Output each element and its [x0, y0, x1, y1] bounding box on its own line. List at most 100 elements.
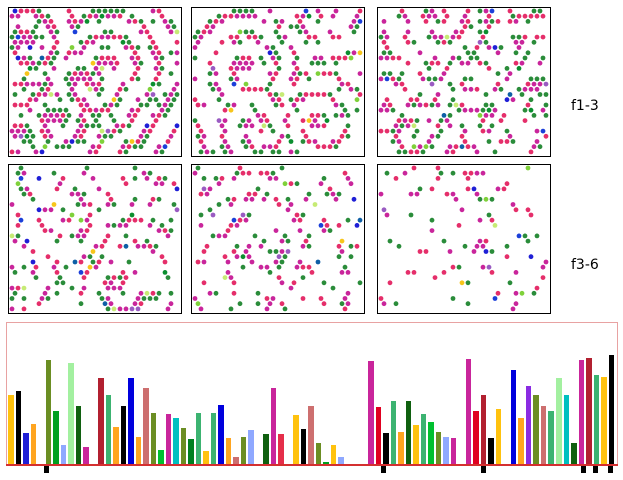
hex-cell: [30, 8, 36, 14]
hex-cell: [81, 118, 87, 123]
hex-cell: [144, 238, 150, 244]
hex-cell: [111, 55, 117, 61]
hex-cell: [81, 139, 87, 144]
hex-cell: [225, 102, 231, 108]
hex-cell: [219, 144, 225, 150]
hex-cell: [396, 139, 402, 144]
hex-cell: [354, 223, 360, 228]
hex-cell: [21, 86, 27, 92]
hex-cell: [255, 290, 261, 296]
hex-cell: [486, 24, 492, 30]
hex-cell: [18, 123, 24, 129]
hex-cell: [540, 13, 546, 19]
hex-cell: [201, 176, 207, 181]
hex-cell: [168, 217, 174, 223]
hex-cell: [27, 107, 33, 113]
hex-cell: [282, 34, 288, 40]
hex-cell: [33, 149, 39, 155]
hex-cell: [111, 13, 117, 19]
hex-cell: [489, 196, 495, 202]
hex-cell: [342, 264, 348, 270]
hex-cell: [231, 280, 237, 286]
hex-cell: [93, 13, 99, 19]
hex-cell: [537, 81, 543, 87]
hex-cell: [336, 243, 342, 249]
hex-cell: [222, 233, 228, 239]
hex-cell: [327, 144, 333, 150]
hex-cell: [36, 207, 42, 213]
hex-cell: [141, 296, 147, 301]
hex-cell: [45, 139, 51, 144]
hex-cell: [501, 113, 507, 118]
hex-cell: [81, 285, 87, 291]
hex-cell: [111, 34, 117, 40]
hex-cell: [522, 233, 528, 239]
hex-cell: [531, 113, 537, 118]
hex-cell: [273, 102, 279, 108]
hex-cell: [72, 259, 78, 265]
hex-cell: [78, 217, 84, 223]
hex-cell: [207, 290, 213, 296]
hex-cell: [231, 71, 237, 76]
histogram-bar: [240, 436, 247, 465]
hex-cell: [342, 55, 348, 61]
hex-cell: [447, 81, 453, 87]
hex-cell: [540, 107, 546, 113]
histogram-bar: [210, 412, 217, 465]
hex-cell: [429, 81, 435, 87]
hex-cell: [282, 254, 288, 260]
hex-cell: [18, 176, 24, 181]
hex-cell: [300, 212, 306, 218]
hex-cell: [66, 113, 72, 118]
hex-cell: [528, 254, 534, 260]
hex-cell: [54, 92, 60, 97]
hex-cell: [201, 133, 207, 139]
hex-cell: [456, 264, 462, 270]
hex-cell: [171, 24, 177, 30]
hex-cell: [93, 86, 99, 92]
hex-cell: [246, 66, 252, 71]
hex-cell: [87, 264, 93, 270]
hex-cell: [66, 71, 72, 76]
hex-cell: [510, 13, 516, 19]
hex-cell: [21, 296, 27, 301]
hex-cell: [75, 66, 81, 71]
hex-cell: [159, 13, 165, 19]
hex-cell: [228, 149, 234, 155]
hex-cell: [534, 34, 540, 40]
hex-cell: [432, 34, 438, 40]
hex-cell: [156, 71, 162, 76]
hex-cell: [9, 45, 15, 50]
hex-cell: [126, 217, 132, 223]
hex-cell: [261, 19, 267, 24]
hex-cell: [279, 301, 285, 307]
hex-cell: [279, 165, 285, 171]
hex-cell: [96, 123, 102, 129]
hex-cell: [78, 228, 84, 233]
hex-cell: [294, 66, 300, 71]
hex-cell: [219, 133, 225, 139]
hex-cell: [450, 97, 456, 103]
hex-cell: [222, 107, 228, 113]
hex-cell: [231, 290, 237, 296]
hex-cell: [129, 107, 135, 113]
hex-cell: [306, 118, 312, 123]
hex-cell: [522, 118, 528, 123]
hex-cell: [75, 191, 81, 197]
hex-cell: [216, 202, 222, 207]
hex-cell: [303, 238, 309, 244]
hex-cell: [246, 243, 252, 249]
hex-cell: [99, 139, 105, 144]
hex-cell: [315, 144, 321, 150]
hex-cell: [192, 170, 198, 176]
hex-cell: [24, 29, 30, 35]
hex-cell: [258, 243, 264, 249]
hex-cell: [348, 181, 354, 187]
hex-cell: [84, 165, 90, 171]
histogram-bar: [586, 357, 592, 465]
hex-cell: [138, 60, 144, 66]
hex-cell: [435, 165, 441, 171]
hex-cell: [96, 81, 102, 87]
hex-cell: [165, 107, 171, 113]
hex-cell: [429, 217, 435, 223]
